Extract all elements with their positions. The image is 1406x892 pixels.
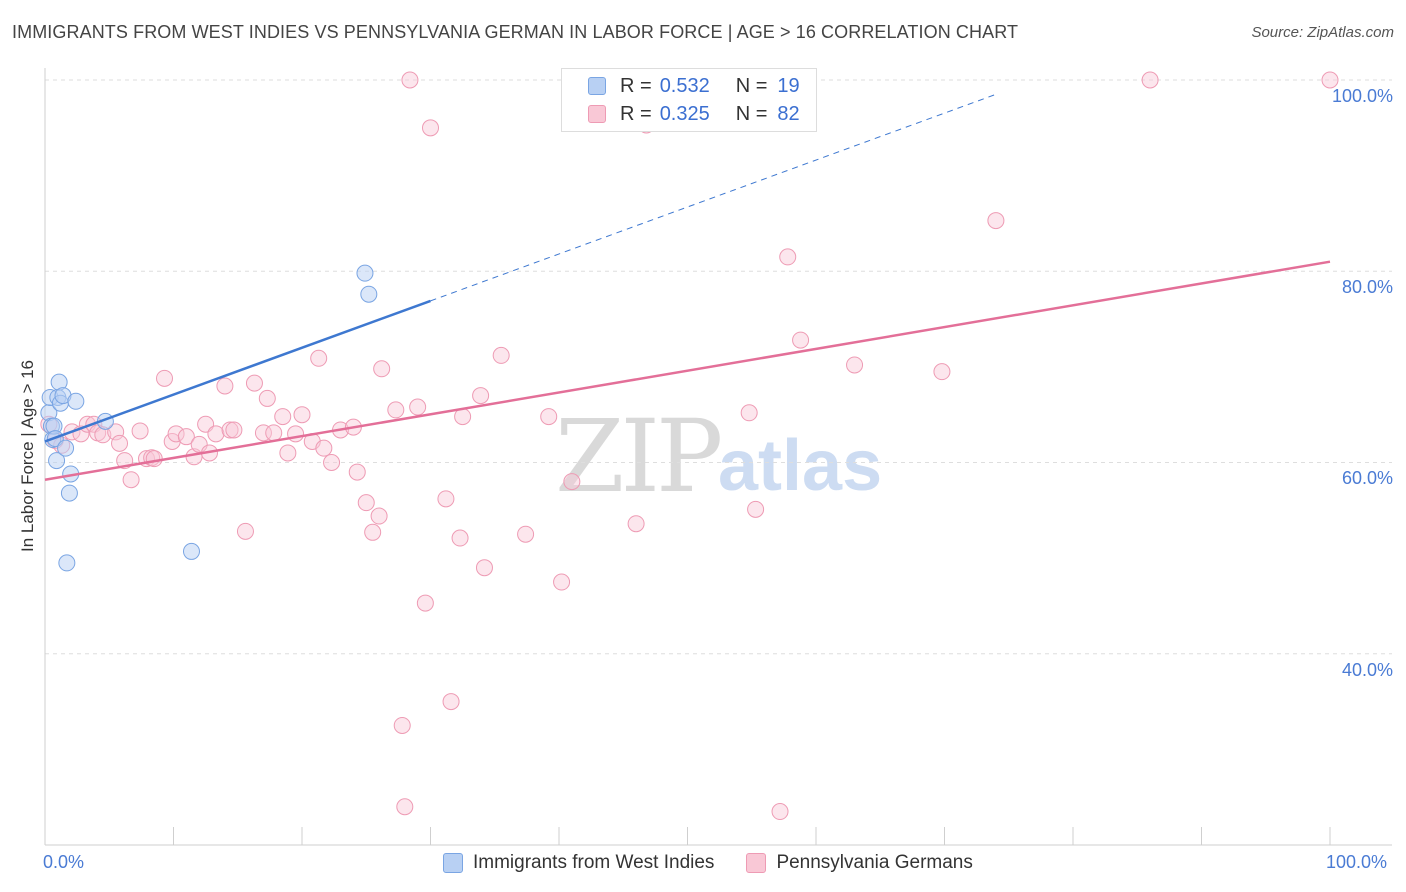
data-point-pennsylvania-germans xyxy=(846,356,864,374)
data-point-pennsylvania-germans xyxy=(987,212,1005,230)
source-label: Source: ZipAtlas.com xyxy=(1251,24,1394,41)
data-point-pennsylvania-germans xyxy=(540,408,558,426)
data-point-pennsylvania-germans xyxy=(111,434,129,452)
data-point-pennsylvania-germans xyxy=(254,424,272,442)
legend-row-pennsylvania-germans: R = 0.325 N = 82 xyxy=(588,100,800,128)
data-point-pennsylvania-germans xyxy=(323,454,341,471)
data-point-pennsylvania-germans xyxy=(393,716,411,734)
data-point-pennsylvania-germans xyxy=(1321,71,1339,89)
y-tick-label-80: 80.0% xyxy=(1341,277,1393,297)
pink-swatch xyxy=(746,853,767,873)
chart-title: IMMIGRANTS FROM WEST INDIES VS PENNSYLVA… xyxy=(12,22,1019,42)
data-point-pennsylvania-germans xyxy=(472,387,490,405)
data-point-west-indies xyxy=(356,264,374,282)
data-point-pennsylvania-germans xyxy=(315,439,333,457)
data-point-pennsylvania-germans xyxy=(387,401,405,419)
data-point-pennsylvania-germans xyxy=(401,71,419,89)
data-point-pennsylvania-germans xyxy=(416,594,434,612)
r-label: R = xyxy=(620,74,652,97)
trendline-west-indies-extension xyxy=(430,93,997,302)
data-point-pennsylvania-germans xyxy=(517,525,535,543)
pink-swatch xyxy=(588,105,606,123)
data-point-west-indies xyxy=(182,542,200,560)
data-point-pennsylvania-germans xyxy=(265,424,283,442)
watermark-zip: ZIP xyxy=(555,398,723,515)
data-point-pennsylvania-germans xyxy=(792,331,810,349)
data-point-pennsylvania-germans xyxy=(553,573,571,591)
data-point-pennsylvania-germans xyxy=(348,463,366,481)
trendline-west-indies xyxy=(44,299,431,443)
y-tick-label-100: 100.0% xyxy=(1331,86,1393,106)
legend-item-west-indies[interactable]: Immigrants from West Indies xyxy=(443,852,714,874)
blue-swatch xyxy=(443,853,463,873)
data-point-pennsylvania-germans xyxy=(740,404,758,422)
data-point-pennsylvania-germans xyxy=(492,346,510,364)
data-point-west-indies xyxy=(67,392,85,410)
data-point-pennsylvania-germans xyxy=(216,377,234,395)
data-point-pennsylvania-germans xyxy=(225,421,243,439)
data-point-pennsylvania-germans xyxy=(1141,71,1159,89)
data-point-pennsylvania-germans xyxy=(563,473,581,491)
data-point-west-indies xyxy=(58,554,76,572)
data-point-pennsylvania-germans xyxy=(131,422,149,440)
data-point-pennsylvania-germans xyxy=(258,389,276,407)
data-point-pennsylvania-germans xyxy=(156,369,174,387)
data-point-pennsylvania-germans xyxy=(310,349,328,367)
n-label: N = xyxy=(735,102,768,125)
data-point-pennsylvania-germans xyxy=(145,450,163,468)
data-point-pennsylvania-germans xyxy=(279,444,297,462)
data-point-pennsylvania-germans xyxy=(373,360,391,378)
y-axis-label: In Labor Force | Age > 16 xyxy=(18,359,37,553)
n-value: 19 xyxy=(777,74,800,97)
data-point-pennsylvania-germans xyxy=(122,471,140,489)
legend-row-west-indies: R = 0.532 N = 19 xyxy=(588,72,800,100)
x-tick-label-0: 0.0% xyxy=(43,852,85,872)
watermark-atlas: atlas xyxy=(718,426,883,506)
legend-item-pennsylvania-germans[interactable]: Pennsylvania Germans xyxy=(746,852,973,874)
data-point-pennsylvania-germans xyxy=(771,803,789,821)
r-label: R = xyxy=(620,102,652,125)
data-point-pennsylvania-germans xyxy=(396,798,414,816)
data-point-pennsylvania-germans xyxy=(167,425,185,443)
n-value: 82 xyxy=(777,102,800,125)
data-point-pennsylvania-germans xyxy=(221,421,239,439)
data-point-pennsylvania-germans xyxy=(245,374,263,392)
data-point-pennsylvania-germans xyxy=(177,428,195,446)
trendline-pennsylvania-germans xyxy=(44,260,1331,481)
x-tick-label-100: 100.0% xyxy=(1326,852,1388,872)
data-point-pennsylvania-germans xyxy=(437,490,455,508)
data-point-pennsylvania-germans xyxy=(274,408,292,426)
correlation-legend: R = 0.532 N = 19 R = 0.325 N = 82 xyxy=(561,68,817,132)
data-point-pennsylvania-germans xyxy=(779,248,797,266)
r-value: 0.325 xyxy=(659,102,710,125)
data-point-pennsylvania-germans xyxy=(293,406,311,424)
data-point-pennsylvania-germans xyxy=(747,500,765,518)
blue-swatch xyxy=(588,77,606,95)
data-point-pennsylvania-germans xyxy=(107,423,125,441)
y-tick-label-40: 40.0% xyxy=(1341,660,1393,680)
data-point-pennsylvania-germans xyxy=(451,529,469,547)
data-point-west-indies xyxy=(48,452,66,470)
data-point-pennsylvania-germans xyxy=(364,523,382,541)
data-point-pennsylvania-germans xyxy=(933,363,951,381)
data-point-pennsylvania-germans xyxy=(442,693,460,711)
data-point-pennsylvania-germans xyxy=(475,559,493,577)
data-point-pennsylvania-germans xyxy=(370,507,388,525)
r-value: 0.532 xyxy=(659,74,710,97)
data-point-pennsylvania-germans xyxy=(207,425,225,443)
data-point-west-indies xyxy=(360,285,378,303)
series-legend: Immigrants from West Indies Pennsylvania… xyxy=(443,852,1005,874)
data-point-pennsylvania-germans xyxy=(422,119,439,137)
data-point-pennsylvania-germans xyxy=(236,522,254,540)
n-label: N = xyxy=(735,74,768,97)
legend-label: Pennsylvania Germans xyxy=(776,852,973,873)
data-point-west-indies xyxy=(60,484,78,502)
data-point-pennsylvania-germans xyxy=(357,494,375,512)
data-point-pennsylvania-germans xyxy=(627,515,645,533)
legend-label: Immigrants from West Indies xyxy=(473,852,715,873)
data-point-west-indies xyxy=(57,439,75,457)
y-tick-label-60: 60.0% xyxy=(1341,468,1393,488)
data-point-pennsylvania-germans xyxy=(409,398,427,416)
